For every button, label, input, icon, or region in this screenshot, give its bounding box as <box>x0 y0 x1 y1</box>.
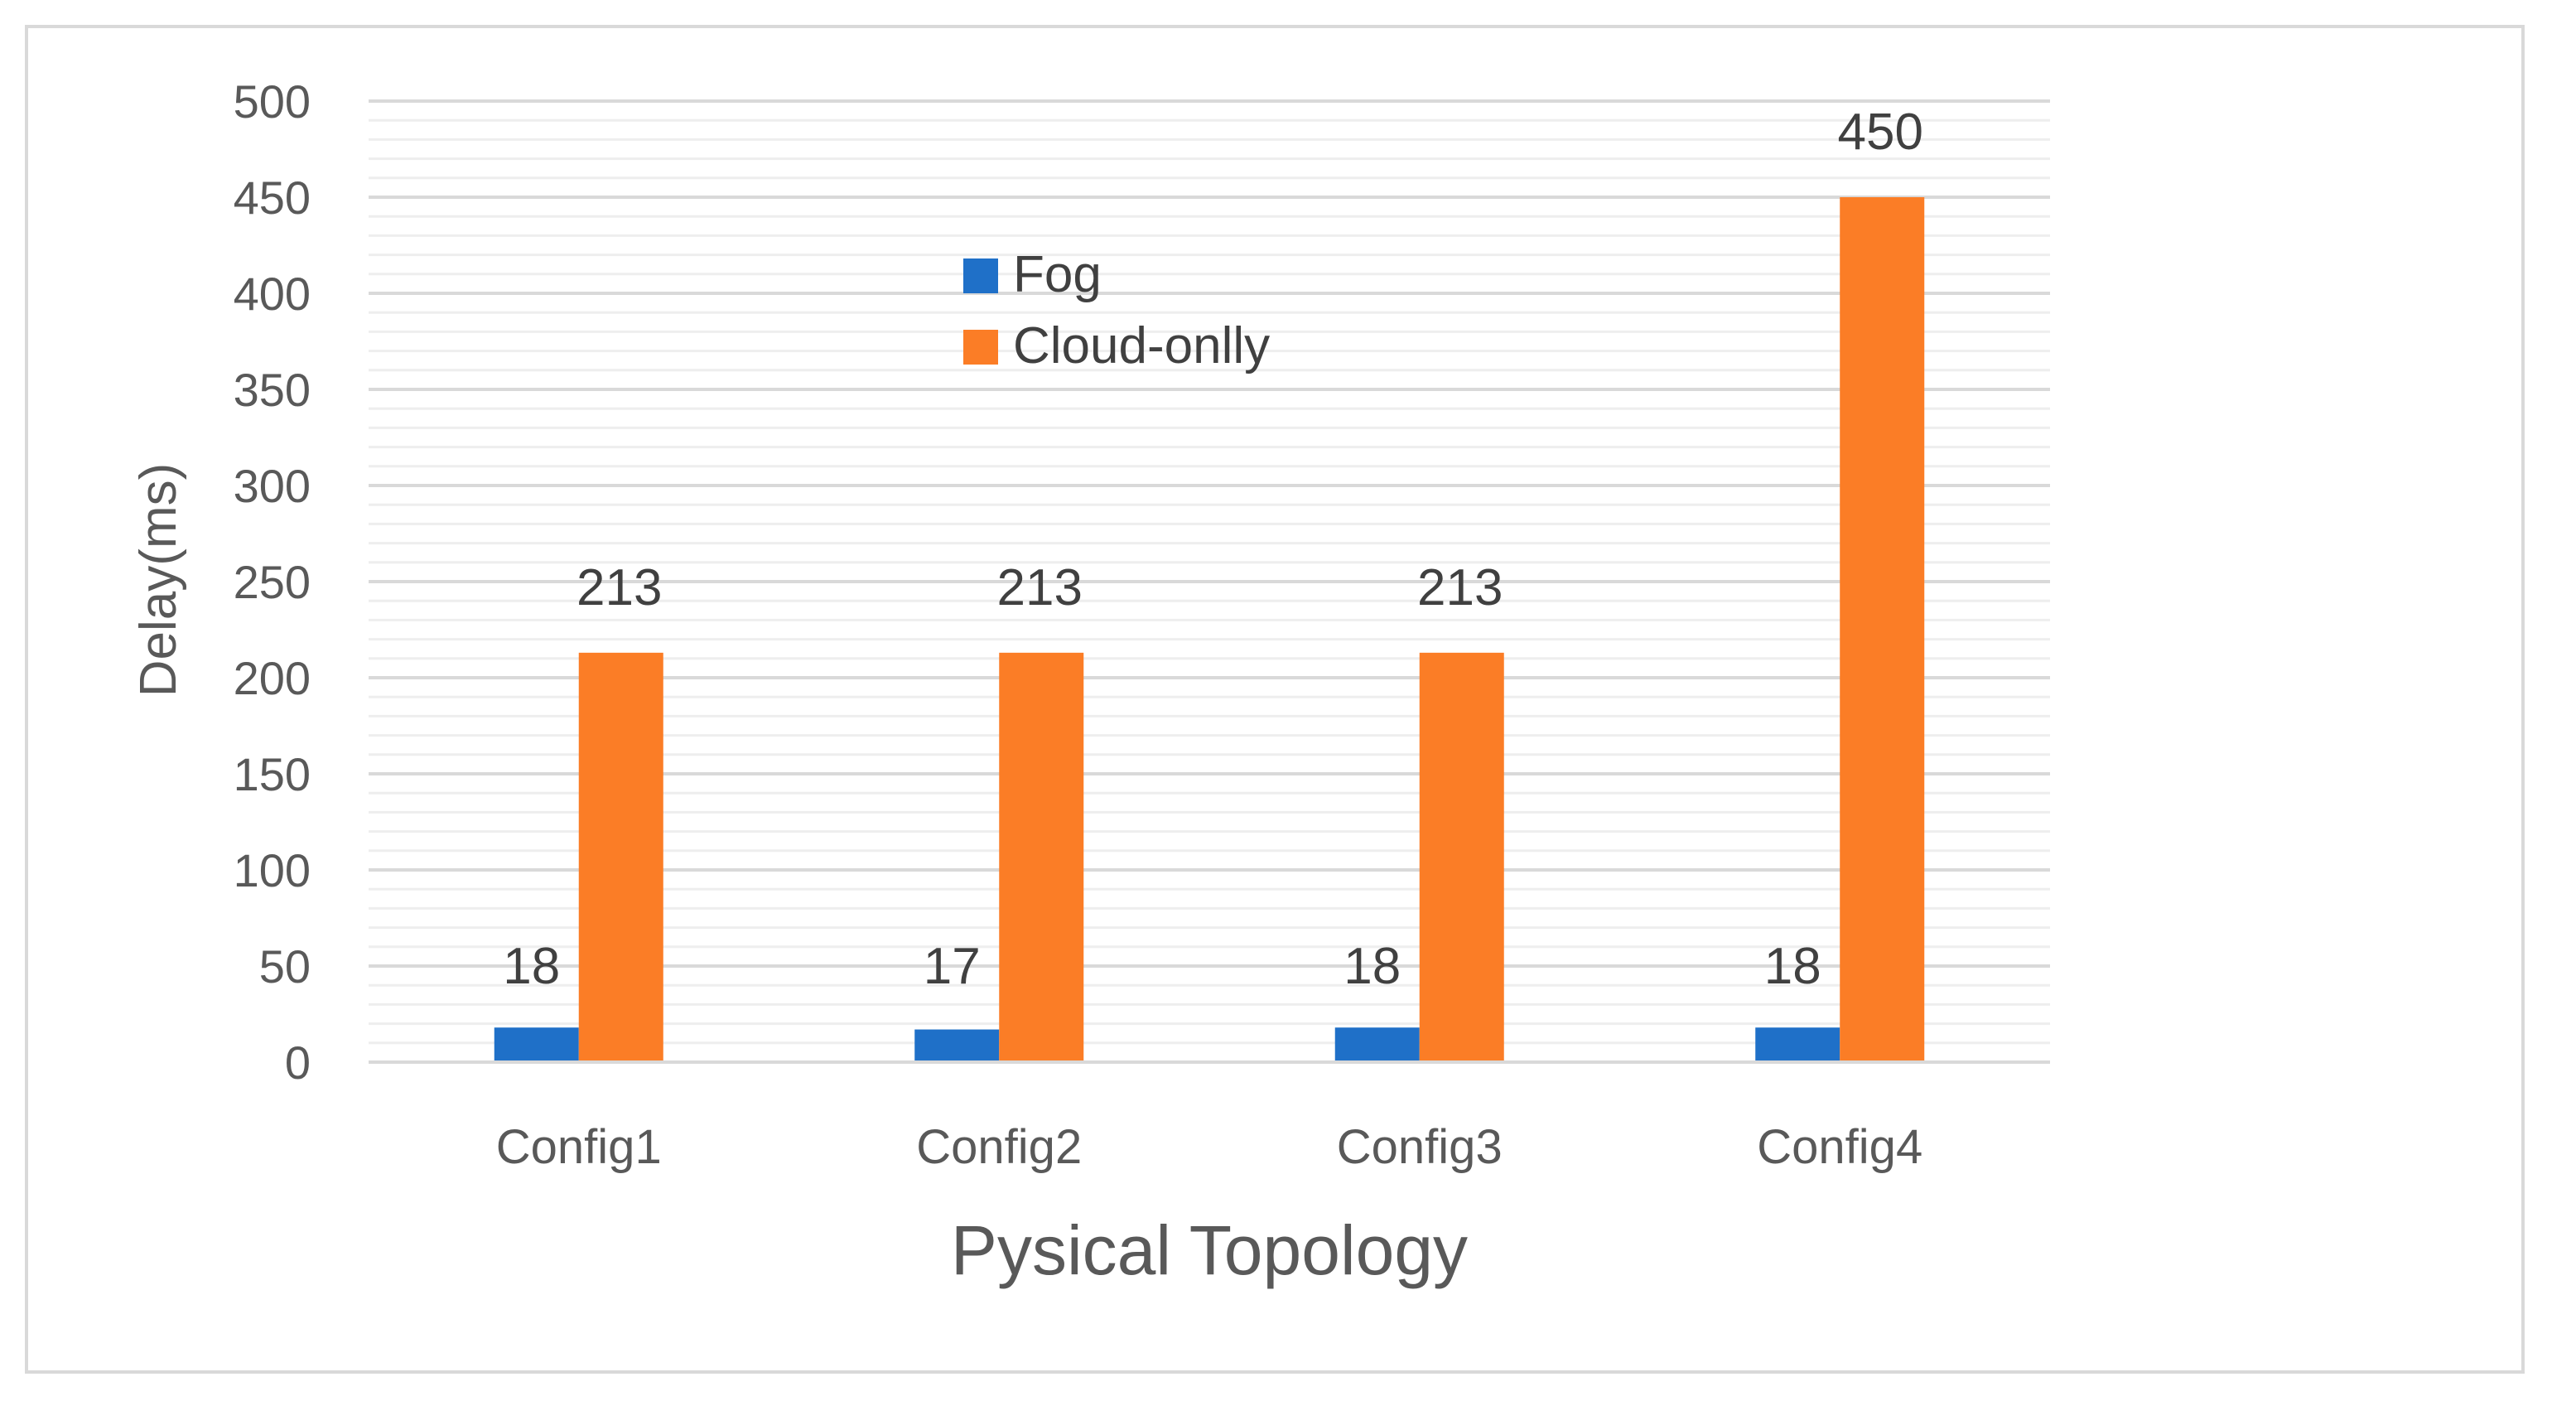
data-labels: 18 213 17 213 18 213 18 450 <box>503 104 1923 995</box>
data-label-fog: 17 <box>924 938 981 995</box>
data-label-cloud-onlly: 213 <box>576 559 662 616</box>
data-label-cloud-onlly: 213 <box>1417 559 1503 616</box>
data-label-cloud-onlly: 450 <box>1838 104 1923 161</box>
legend-swatch-fog <box>963 258 998 293</box>
data-label-fog: 18 <box>1764 938 1821 995</box>
x-tick-label: Config1 <box>496 1120 662 1174</box>
y-tick-label: 250 <box>234 556 311 608</box>
legend-label-fog: Fog <box>1013 246 1102 303</box>
y-tick-label: 300 <box>234 460 311 512</box>
legend-label-cloud-only: Cloud-onlly <box>1013 317 1270 374</box>
bar-cloud-onlly-config1 <box>578 652 663 1062</box>
bar-fog-config2 <box>914 1029 1000 1062</box>
y-tick-label: 400 <box>234 268 311 320</box>
chart-frame <box>25 25 2525 1374</box>
y-tick-label: 0 <box>285 1036 311 1089</box>
bar-fog-config3 <box>1334 1027 1420 1062</box>
x-tick-label: Config3 <box>1337 1120 1503 1174</box>
y-axis-title: Delay(ms) <box>130 463 187 697</box>
legend-swatch-cloud-only <box>963 330 998 365</box>
x-tick-label: Config4 <box>1757 1120 1922 1174</box>
y-tick-label: 100 <box>234 844 311 896</box>
y-tick-label: 450 <box>234 172 311 224</box>
y-tick-label: 200 <box>234 652 311 704</box>
bar-cloud-onlly-config4 <box>1840 197 1925 1062</box>
y-axis-ticks: 0 50 100 150 200 250 300 350 400 450 500 <box>234 75 311 1089</box>
y-tick-label: 50 <box>259 940 311 993</box>
y-tick-label: 150 <box>234 748 311 800</box>
x-tick-label: Config2 <box>916 1120 1082 1174</box>
bar-fog-config1 <box>494 1027 579 1062</box>
bars <box>494 197 1925 1062</box>
bar-cloud-onlly-config2 <box>999 652 1084 1062</box>
data-label-fog: 18 <box>1343 938 1401 995</box>
y-tick-label: 350 <box>234 364 311 416</box>
y-tick-label: 500 <box>234 75 311 128</box>
legend: Fog Cloud-onlly <box>963 246 1270 374</box>
data-label-cloud-onlly: 213 <box>997 559 1083 616</box>
bar-fog-config4 <box>1755 1027 1840 1062</box>
bar-cloud-onlly-config3 <box>1419 652 1504 1062</box>
x-axis-title: Pysical Topology <box>951 1211 1468 1289</box>
data-label-fog: 18 <box>503 938 560 995</box>
x-axis-categories: Config1 Config2 Config3 Config4 <box>496 1120 1922 1174</box>
